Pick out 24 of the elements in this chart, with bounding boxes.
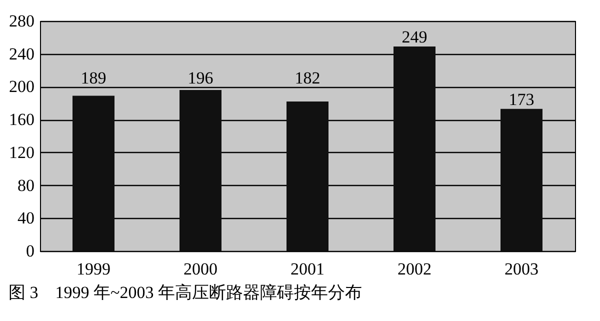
y-tick-label: 0 (26, 242, 34, 260)
x-tick-label: 2001 (290, 260, 324, 278)
data-label: 182 (294, 68, 320, 88)
x-tick-label: 2003 (504, 260, 538, 278)
y-tick-label: 40 (18, 208, 34, 228)
bar (286, 102, 328, 251)
x-tick-label: 2002 (398, 260, 432, 278)
y-tick-label: 240 (9, 44, 34, 64)
y-tick-label: 160 (9, 110, 34, 130)
text: 图 3 1999 年~2003 年高压断路器障碍按年分布 (8, 283, 362, 302)
bar (500, 108, 542, 251)
y-tick-label: 80 (18, 176, 34, 195)
data-label: 189 (80, 68, 106, 88)
bar (72, 96, 114, 251)
data-label: 173 (508, 90, 534, 109)
x-tick-label: 1999 (76, 260, 110, 278)
bar (180, 90, 222, 251)
data-label: 196 (188, 68, 214, 88)
y-tick-label: 120 (9, 142, 34, 162)
x-tick-label: 2000 (184, 260, 218, 278)
y-tick-label: 280 (9, 12, 34, 30)
bar (394, 46, 436, 251)
data-label: 249 (402, 27, 428, 46)
y-tick-label: 200 (9, 77, 34, 96)
